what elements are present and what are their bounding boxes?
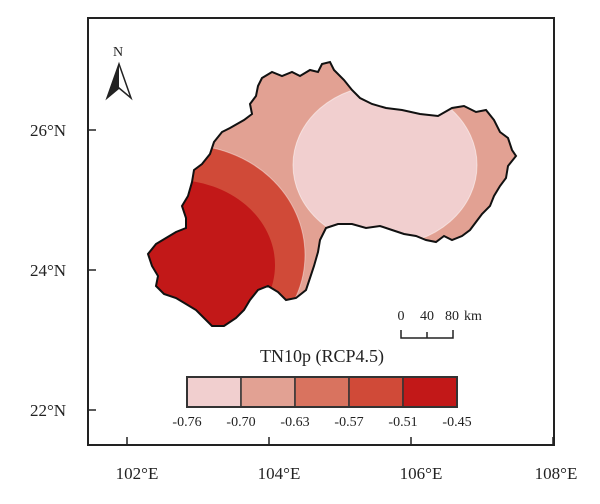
scale-label-0: 0 xyxy=(398,309,405,324)
legend-break-4: -0.51 xyxy=(388,415,417,430)
y-tick-label-24: 24°N xyxy=(30,261,66,280)
scale-bar-line xyxy=(400,330,454,339)
y-tick-label-26: 26°N xyxy=(30,121,66,140)
legend-box-5 xyxy=(402,376,458,408)
legend-break-0: -0.76 xyxy=(172,415,201,430)
north-arrow-dark-half xyxy=(107,64,119,98)
x-tick-label-102: 102°E xyxy=(116,464,159,483)
plot-frame xyxy=(87,17,555,446)
legend-box-1 xyxy=(186,376,242,408)
legend-labels: -0.76 -0.70 -0.63 -0.57 -0.51 -0.45 xyxy=(172,415,471,430)
x-tick-label-104: 104°E xyxy=(258,464,301,483)
y-axis: 26°N 24°N 22°N xyxy=(30,121,96,420)
scale-bar: 0 40 80 km xyxy=(398,309,482,339)
legend-frame xyxy=(186,376,458,408)
scale-unit: km xyxy=(464,309,482,324)
y-tick-label-22: 22°N xyxy=(30,401,66,420)
legend-break-2: -0.63 xyxy=(280,415,309,430)
legend-box-3 xyxy=(294,376,350,408)
x-tick-label-108: 108°E xyxy=(535,464,578,483)
north-arrow: N xyxy=(105,45,133,101)
legend-break-3: -0.57 xyxy=(334,415,363,430)
zone-class-1-core xyxy=(293,85,477,245)
legend-color-bar xyxy=(186,376,458,408)
scale-label-80: 80 xyxy=(445,309,459,324)
legend-box-4 xyxy=(348,376,404,408)
legend-break-5: -0.45 xyxy=(442,415,471,430)
legend-break-1: -0.70 xyxy=(226,415,255,430)
legend-box-2 xyxy=(240,376,296,408)
north-label: N xyxy=(113,45,123,60)
x-tick-label-106: 106°E xyxy=(400,464,443,483)
x-axis: 102°E 104°E 106°E 108°E xyxy=(116,437,578,483)
scale-label-40: 40 xyxy=(420,309,434,324)
zone-class-5 xyxy=(148,180,275,326)
legend-title: TN10p (RCP4.5) xyxy=(260,346,384,367)
province-fill xyxy=(148,62,516,326)
